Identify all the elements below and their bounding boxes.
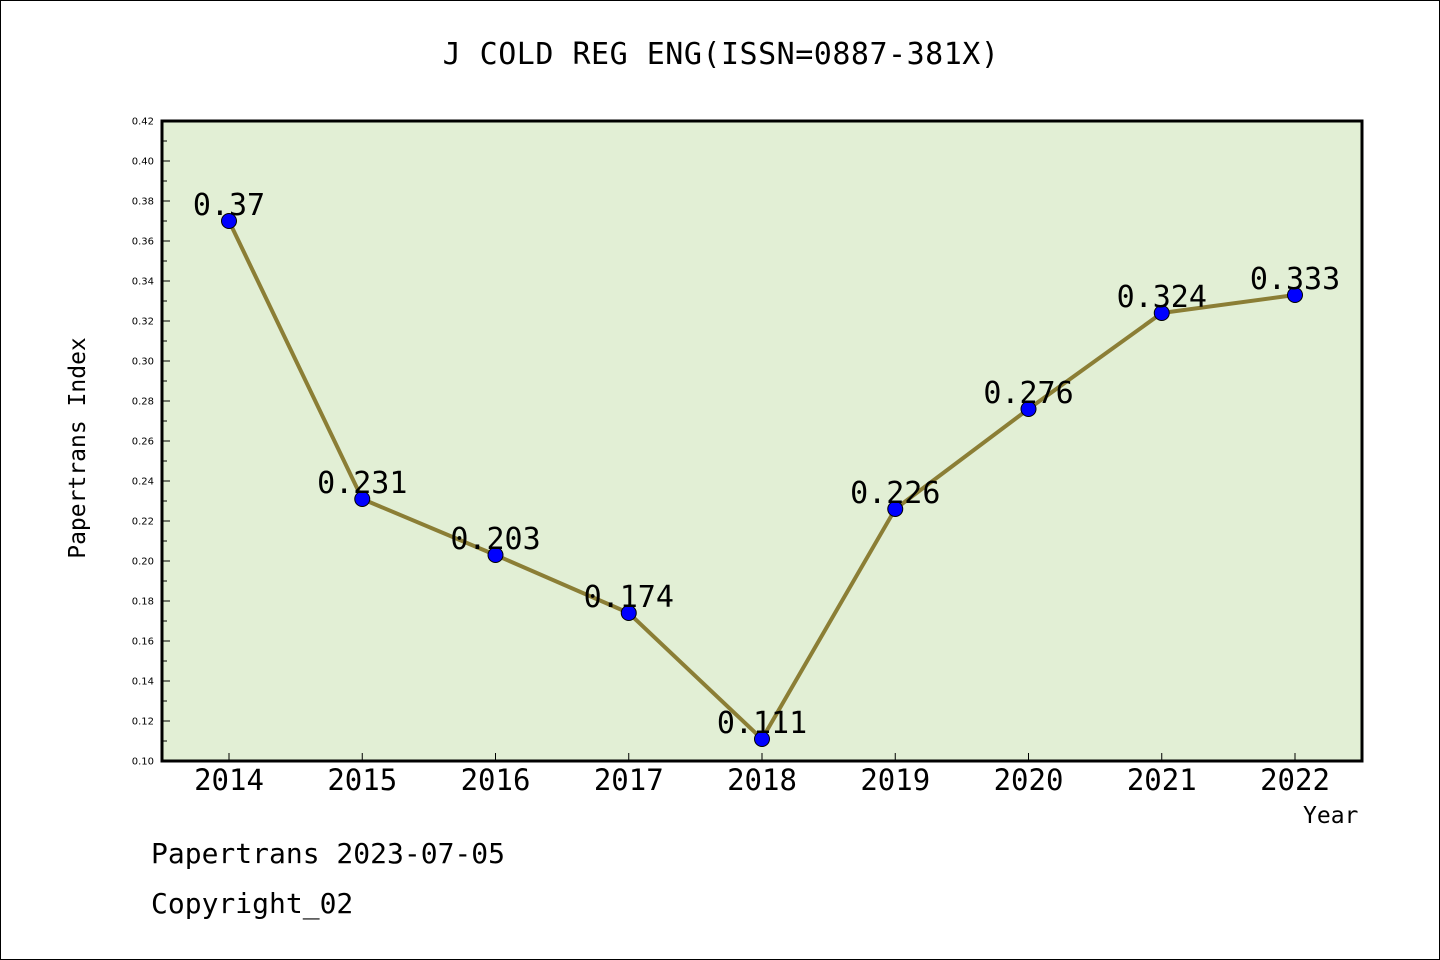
data-point [1020,401,1037,417]
x-axis-label: Year [1303,803,1359,829]
data-labels: 0.37 0.231 0.203 0.174 0.111 0.226 0.276 0.324 0… [193,188,1340,741]
y-tick-label: 0.20 [132,557,154,568]
data-label: 0.226 [850,476,940,511]
x-tick-label: 2018 [727,763,797,797]
x-tick-label: 2020 [994,763,1064,797]
data-label: 0.203 [450,522,540,557]
y-tick-label: 0.30 [132,357,154,368]
data-point [754,731,770,747]
chart-title: J COLD REG ENG(ISSN=0887-381X) [442,37,1000,72]
plot-area [162,121,1362,761]
y-tick-label: 0.32 [132,317,154,328]
y-tick-label: 0.12 [132,717,154,728]
data-point [1287,287,1303,303]
y-axis-ticks: 0.10 0.12 0.14 0.16 0.18 0.20 0.22 0.24 0.26 0.28… [132,117,170,768]
data-point [221,213,237,229]
plot-frame [160,119,1364,763]
y-tick-label: 0.26 [132,437,154,448]
x-axis-ticks: 2014 2015 2016 2017 2018 2019 2020 2021 2022 [194,753,1330,797]
data-label: 0.276 [983,376,1073,411]
y-tick-label: 0.18 [132,597,154,608]
y-tick-label: 0.34 [132,277,154,288]
data-markers [221,213,1303,747]
data-label: 0.111 [717,706,807,741]
y-tick-label: 0.36 [132,237,154,248]
y-tick-label: 0.40 [132,157,154,168]
y-tick-label: 0.38 [132,197,154,208]
y-tick-label: 0.28 [132,397,154,408]
footer-date: Papertrans 2023-07-05 [151,837,506,870]
data-label: 0.37 [193,188,265,223]
data-label: 0.324 [1117,280,1207,315]
data-label: 0.174 [584,580,674,615]
x-tick-label: 2016 [461,763,531,797]
y-tick-label: 0.10 [132,757,154,768]
x-tick-label: 2014 [194,763,264,797]
footer-copyright: Copyright_02 [151,887,354,920]
y-tick-label: 0.24 [132,477,154,488]
x-tick-label: 2021 [1127,763,1197,797]
y-tick-label: 0.42 [132,117,154,128]
data-point [620,605,637,621]
y-tick-label: 0.14 [132,677,154,688]
data-point [887,501,904,517]
x-tick-label: 2015 [327,763,397,797]
y-tick-label: 0.16 [132,637,154,648]
data-point [487,547,504,563]
data-label: 0.231 [317,466,407,501]
data-point [1153,305,1170,321]
x-tick-label: 2022 [1260,763,1330,797]
x-tick-label: 2019 [860,763,930,797]
data-label: 0.333 [1250,262,1340,297]
y-tick-label: 0.22 [132,517,154,528]
x-tick-label: 2017 [594,763,664,797]
data-point [354,491,371,507]
